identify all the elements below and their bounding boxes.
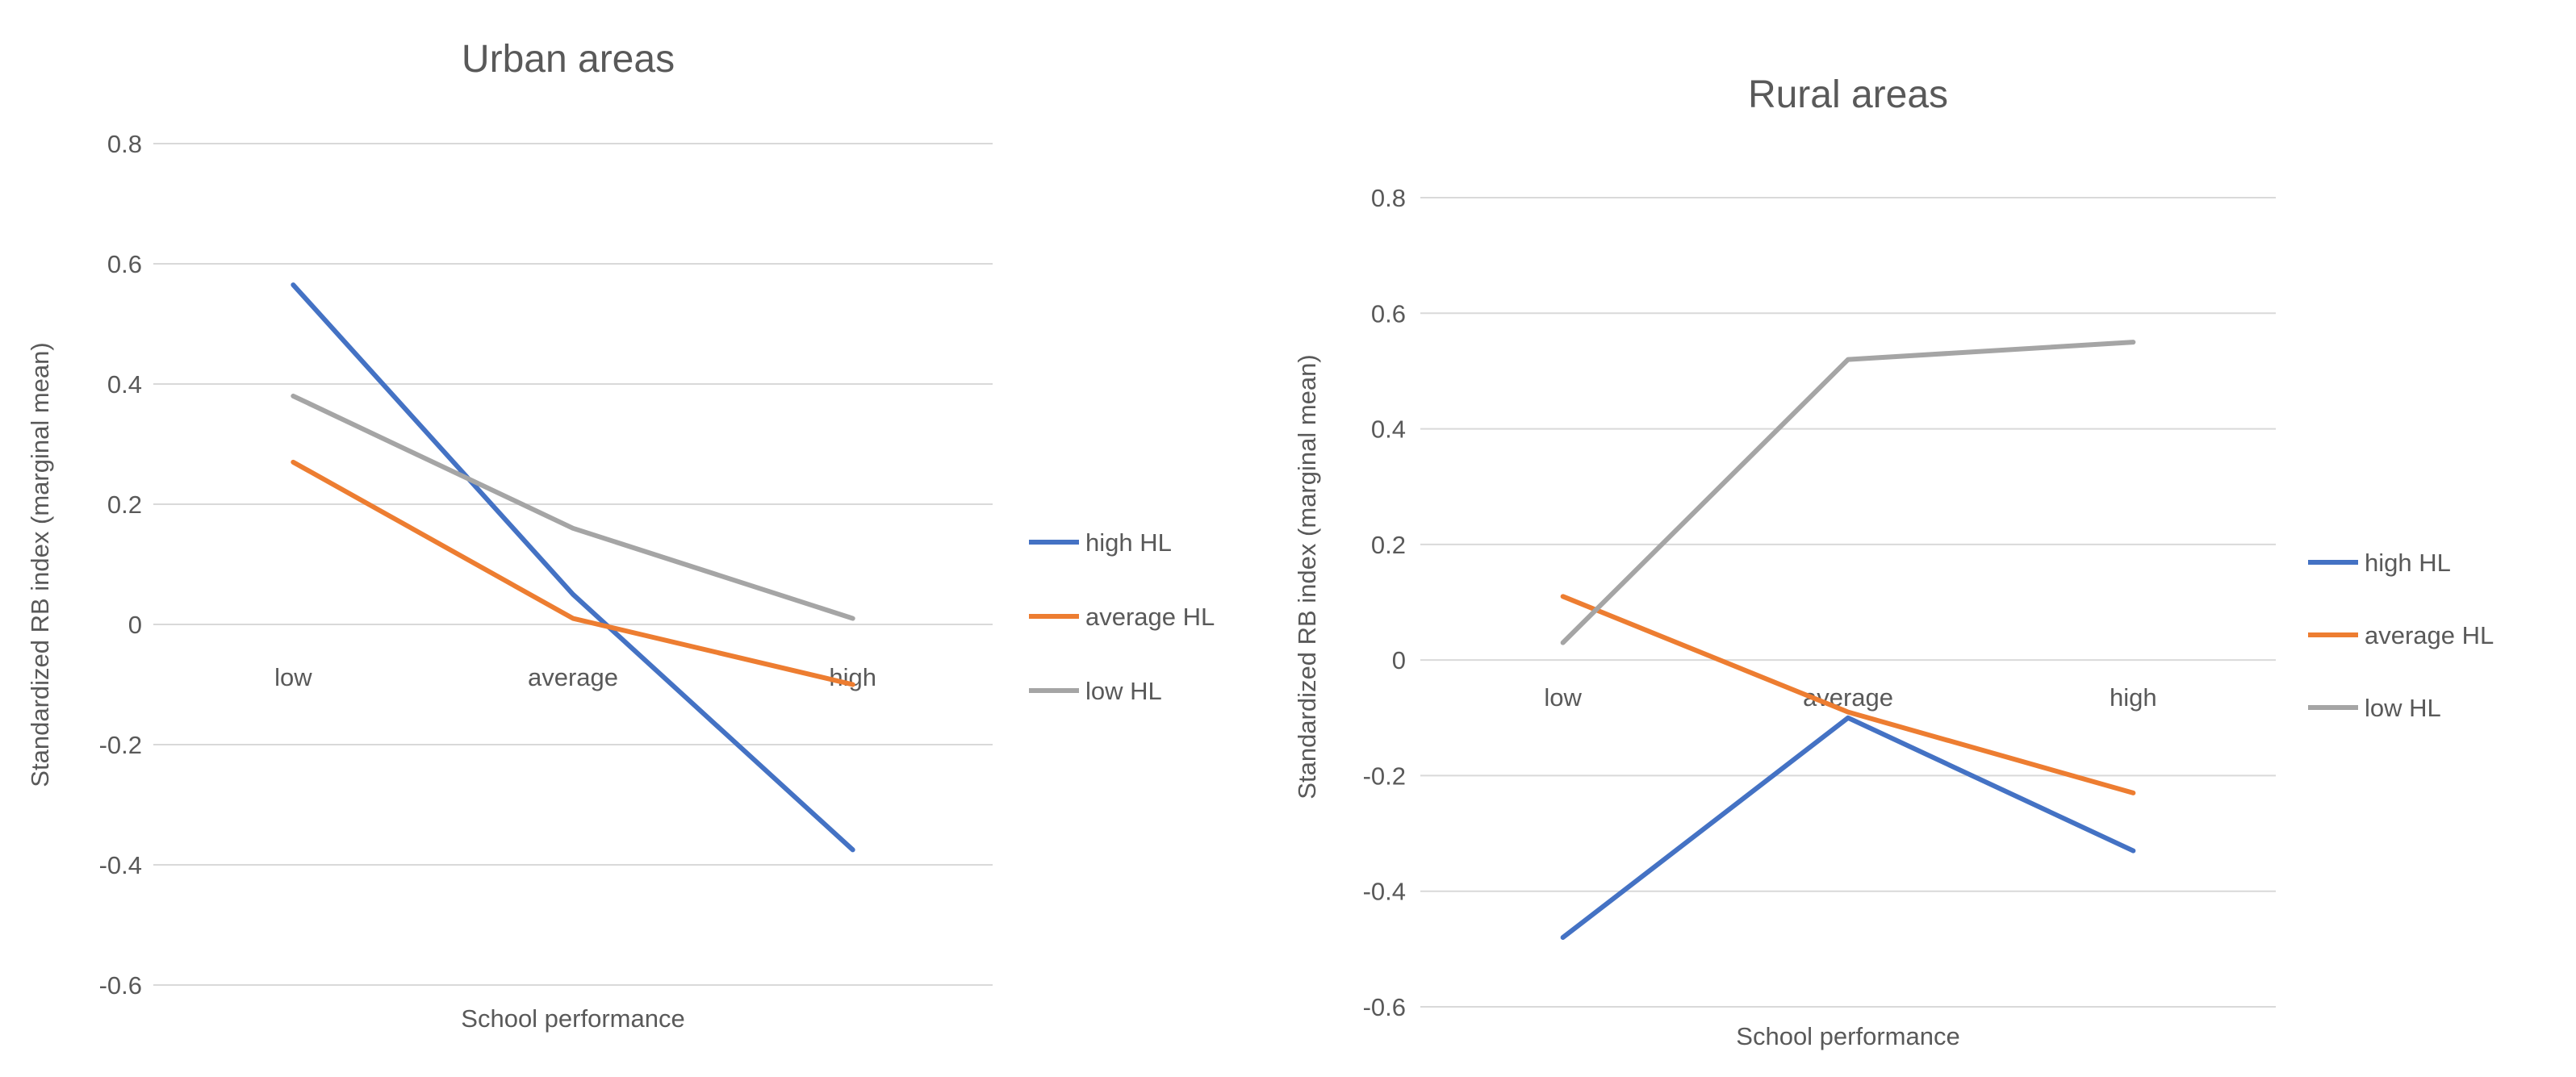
y-tick-labels: 0.8 0.6 0.4 0.2 0 -0.2 -0.4 -0.6	[1363, 184, 1406, 1021]
y-tick-label: -0.6	[99, 971, 142, 1000]
y-tick-label: 0.2	[107, 490, 142, 519]
y-tick-label: 0.6	[107, 250, 142, 278]
y-tick-labels: 0.8 0.6 0.4 0.2 0 -0.2 -0.4 -0.6	[99, 130, 142, 1000]
x-category-label: high	[2110, 683, 2157, 712]
x-axis-label: School performance	[1736, 1022, 1959, 1050]
gridlines	[153, 143, 993, 986]
rural-chart-panel: Rural areas 0.8 0.6 0.4 0.2 0 -0.2 -0.4 -0.6 lo…	[1293, 73, 2494, 1050]
y-axis-label: Standardized RB index (marginal mean)	[26, 342, 54, 787]
legend-label: high HL	[1085, 528, 1172, 557]
series-lines	[1560, 340, 2136, 941]
y-tick-label: -0.4	[99, 851, 142, 879]
y-tick-label: 0.8	[1371, 184, 1406, 212]
series-line-low-hl	[1560, 340, 2136, 645]
series-line-low-hl	[291, 393, 855, 621]
x-category-label: low	[1544, 683, 1582, 712]
y-tick-label: 0.4	[1371, 415, 1406, 444]
y-axis-label: Standardized RB index (marginal mean)	[1293, 354, 1321, 799]
x-category-label: high	[829, 663, 876, 691]
series-line-high-hl	[291, 282, 855, 853]
chart-title: Urban areas	[462, 38, 675, 81]
y-tick-label: 0	[128, 611, 142, 639]
chart-title: Rural areas	[1748, 73, 1948, 116]
gridlines	[1420, 197, 2276, 1008]
y-tick-label: 0.4	[107, 370, 142, 399]
y-tick-label: 0.2	[1371, 531, 1406, 559]
x-category-label: average	[528, 663, 618, 691]
x-category-labels: low average high	[1544, 683, 2156, 712]
legend-label: high HL	[2365, 549, 2451, 577]
y-tick-label: -0.6	[1363, 993, 1406, 1021]
legend-label: low HL	[1085, 677, 1162, 705]
y-tick-label: -0.2	[1363, 762, 1406, 790]
legend: high HL average HL low HL	[2308, 549, 2494, 722]
x-axis-label: School performance	[461, 1004, 684, 1033]
y-tick-label: -0.4	[1363, 878, 1406, 906]
urban-chart-panel: Urban areas 0.8 0.6 0.4 0.2 0 -0.2 -0.4 -0.6 lo…	[26, 38, 1215, 1033]
series-lines	[291, 282, 855, 853]
series-line-average-hl	[291, 459, 855, 687]
x-category-labels: low average high	[274, 663, 876, 691]
legend-label: average HL	[1085, 603, 1215, 631]
legend-label: low HL	[2365, 694, 2441, 722]
x-category-label: low	[274, 663, 312, 691]
legend-label: average HL	[2365, 621, 2494, 649]
y-tick-label: -0.2	[99, 731, 142, 759]
series-line-average-hl	[1560, 594, 2136, 795]
legend: high HL average HL low HL	[1029, 528, 1215, 705]
y-tick-label: 0.8	[107, 130, 142, 158]
series-line-high-hl	[1560, 715, 2136, 941]
y-tick-label: 0	[1392, 646, 1406, 674]
y-tick-label: 0.6	[1371, 299, 1406, 328]
